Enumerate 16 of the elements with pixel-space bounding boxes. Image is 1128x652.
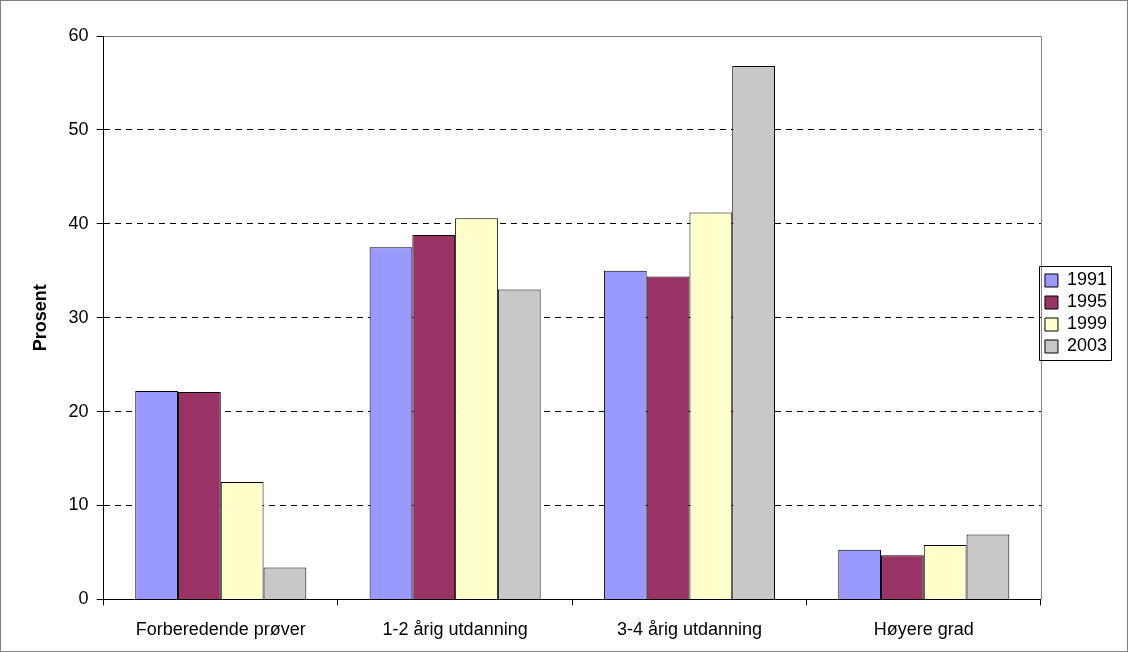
y-tick-label: 20 (68, 400, 89, 421)
x-tick-label: 3-4 årig utdanning (616, 619, 763, 640)
y-tick-label: 50 (68, 118, 89, 139)
x-tick-label: Forberedende prøver (135, 619, 306, 640)
legend-label: 1995 (1066, 291, 1107, 312)
x-tick-label: 1-2 årig utdanning (382, 619, 528, 640)
y-tick-label: 10 (68, 494, 89, 515)
legend-label: 1999 (1066, 313, 1107, 334)
legend-label: 1991 (1066, 269, 1107, 290)
y-tick-label: 60 (68, 24, 89, 45)
legend-label: 2003 (1066, 335, 1107, 356)
y-tick-label: 0 (78, 588, 89, 609)
y-tick-label: 40 (68, 212, 89, 233)
x-tick-label: Høyere grad (873, 619, 974, 640)
y-axis-title: Prosent (29, 284, 50, 352)
y-tick-label: 30 (68, 306, 89, 327)
